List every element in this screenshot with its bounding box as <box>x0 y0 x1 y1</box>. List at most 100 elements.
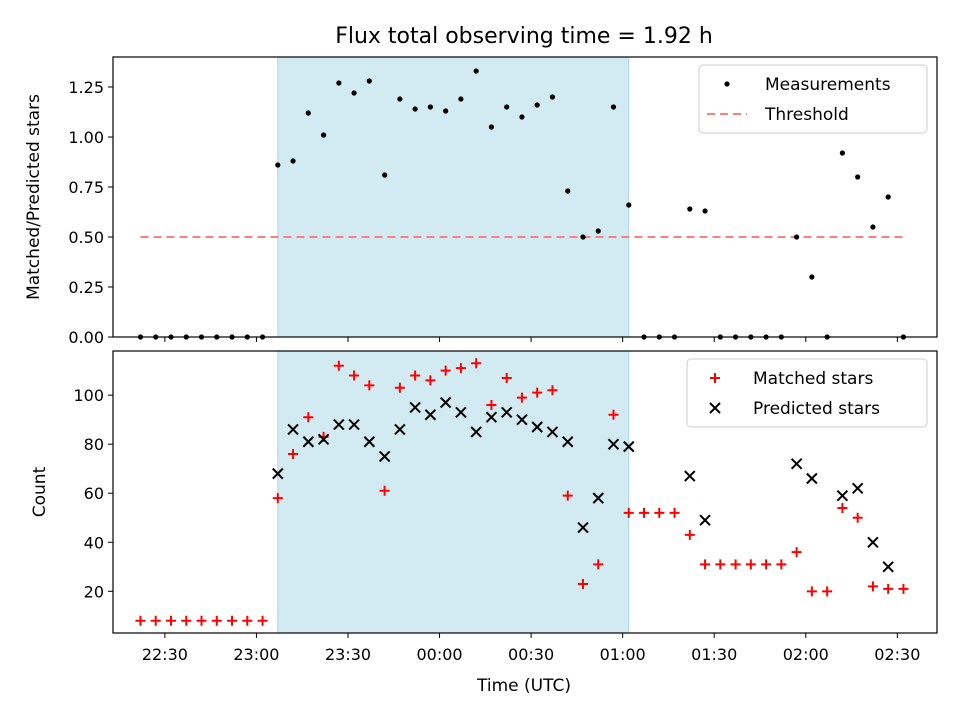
legend-box <box>686 358 928 428</box>
measurement-point <box>305 110 311 116</box>
matched-point <box>898 583 909 594</box>
predicted-point <box>882 561 894 573</box>
matched-point <box>135 615 146 626</box>
measurement-point <box>443 108 449 114</box>
predicted-point <box>577 521 589 534</box>
y-tick-label: 0.00 <box>68 328 104 347</box>
measurement-point <box>870 224 876 230</box>
matched-point <box>349 370 360 381</box>
matched-point <box>761 559 772 570</box>
predicted-point <box>455 406 467 419</box>
matched-point <box>501 372 512 383</box>
matched-point <box>516 392 527 403</box>
matched-point <box>394 382 405 393</box>
measurement-point <box>855 174 861 180</box>
predicted-point <box>287 423 299 436</box>
y-tick-label: 60 <box>84 484 104 503</box>
predicted-point <box>302 436 315 448</box>
x-tick-label: 23:00 <box>233 645 279 664</box>
matched-point <box>608 409 619 420</box>
matched-point <box>150 615 161 626</box>
matched-point <box>242 615 253 626</box>
y-tick-label: 0.50 <box>68 228 104 247</box>
matched-point <box>654 507 665 518</box>
x-tick-label: 00:00 <box>416 645 462 664</box>
measurement-point <box>839 150 845 156</box>
matched-point <box>852 512 863 523</box>
y-tick-label: 0.25 <box>68 278 104 297</box>
y-axis-label: Count <box>30 466 50 517</box>
measurement-point <box>458 96 464 102</box>
predicted-point <box>546 426 559 438</box>
matched-point <box>684 529 695 540</box>
matched-point <box>379 485 390 496</box>
predicted-point <box>500 406 513 419</box>
legend-dot-icon <box>724 81 730 87</box>
predicted-point <box>317 433 330 445</box>
matched-point <box>883 583 894 594</box>
measurement-point <box>595 228 601 234</box>
matched-point <box>425 375 436 386</box>
matched-point <box>227 615 238 626</box>
measurement-point <box>336 80 342 86</box>
measurement-point <box>275 162 281 168</box>
y-axis-label: Matched/Predicted stars <box>24 94 44 300</box>
measurement-point <box>397 96 403 102</box>
measurement-point <box>534 102 540 108</box>
legend-label: Threshold <box>764 105 849 125</box>
predicted-point <box>333 418 345 431</box>
predicted-point <box>378 450 391 463</box>
matched-point <box>486 399 497 410</box>
axes-frame <box>112 56 938 338</box>
predicted-point <box>424 409 437 421</box>
matched-point <box>577 578 588 589</box>
measurement-point <box>610 104 617 110</box>
matched-point <box>715 559 726 570</box>
matched-point <box>165 615 176 626</box>
measurement-point <box>549 94 556 100</box>
x-tick-label: 01:00 <box>600 645 646 664</box>
matched-point <box>455 363 466 374</box>
predicted-point <box>607 438 620 450</box>
measurement-point <box>488 124 495 130</box>
measurement-point <box>382 172 388 178</box>
matched-point <box>867 581 878 592</box>
matched-point <box>669 507 680 518</box>
y-tick-label: 80 <box>84 435 104 454</box>
observing-window-span <box>277 350 630 634</box>
matched-point <box>364 380 375 391</box>
measurement-point <box>504 104 510 110</box>
measurement-point <box>809 274 815 280</box>
measurement-point <box>290 158 296 164</box>
matched-point <box>791 547 802 558</box>
matched-point <box>730 559 741 570</box>
measurement-point <box>320 132 327 138</box>
predicted-point <box>851 482 864 495</box>
y-tick-label: 1.00 <box>68 128 104 147</box>
predicted-point <box>790 458 803 470</box>
matched-point <box>471 358 482 369</box>
measurement-point <box>519 114 525 120</box>
measurement-point <box>351 90 357 96</box>
x-tick-label: 22:30 <box>142 645 188 664</box>
matched-point <box>745 559 756 570</box>
legend-label: Predicted stars <box>753 399 880 419</box>
measurement-point <box>794 234 800 240</box>
predicted-point <box>867 536 879 548</box>
matched-point <box>532 387 543 398</box>
predicted-point <box>623 440 635 453</box>
series-matched-stars <box>135 358 909 626</box>
x-axis-label: Time (UTC) <box>476 676 571 696</box>
predicted-point <box>836 489 849 502</box>
legend-plus-icon <box>710 373 720 383</box>
measurement-point <box>412 106 418 112</box>
y-tick-label: 1.25 <box>68 78 104 97</box>
legend: Matched stars Predicted stars <box>686 358 928 428</box>
y-tick-label: 40 <box>84 533 104 552</box>
matched-point <box>410 370 421 381</box>
matched-point <box>806 586 817 597</box>
predicted-point <box>699 514 711 526</box>
measurement-point <box>473 68 479 74</box>
y-tick-label: 20 <box>84 582 104 601</box>
